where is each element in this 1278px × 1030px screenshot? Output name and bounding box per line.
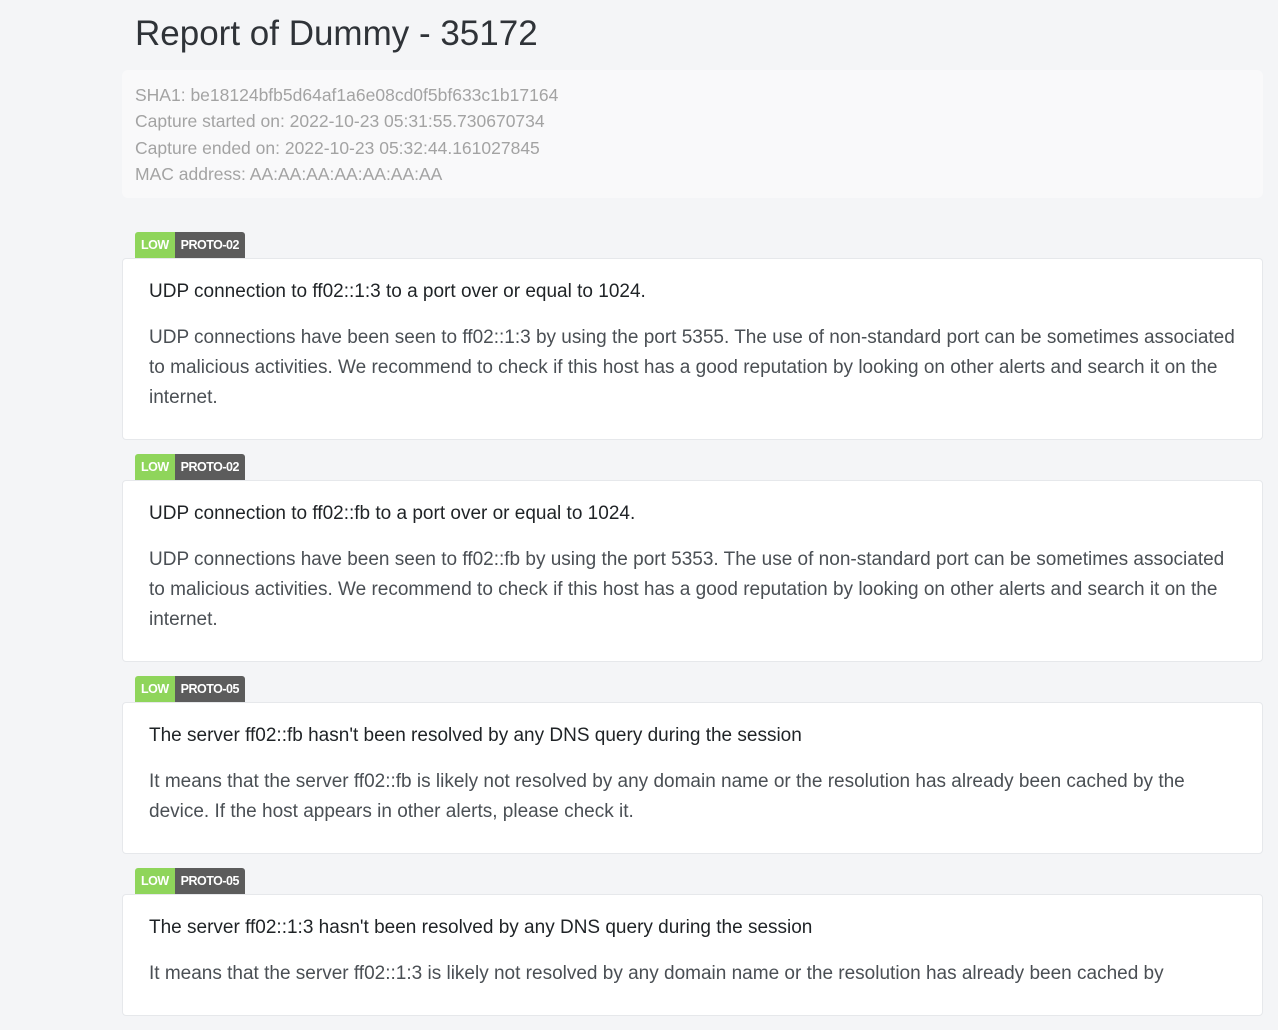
severity-badge: LOW <box>135 454 175 480</box>
capture-info-panel: SHA1: be18124bfb5d64af1a6e08cd0f5bf633c1… <box>122 70 1263 198</box>
alert-description: It means that the server ff02::fb is lik… <box>149 771 1185 822</box>
alert-id-badge: PROTO-02 <box>174 454 245 480</box>
alert-id-badge: PROTO-05 <box>174 676 245 702</box>
alert-description: UDP connections have been seen to ff02::… <box>149 549 1225 630</box>
alert-card: The server ff02::1:3 hasn't been resolve… <box>122 894 1263 1016</box>
alert-title: The server ff02::fb hasn't been resolved… <box>149 725 802 746</box>
severity-badge: LOW <box>135 868 175 894</box>
alert-item: LOW PROTO-05 The server ff02::1:3 hasn't … <box>122 868 1263 1016</box>
alert-item: LOW PROTO-02 UDP connection to ff02::fb t… <box>122 454 1263 662</box>
severity-badge: LOW <box>135 676 175 702</box>
sha1-text: SHA1: be18124bfb5d64af1a6e08cd0f5bf633c1… <box>135 85 559 105</box>
alerts-list: LOW PROTO-02 UDP connection to ff02::1:3 … <box>122 232 1263 1030</box>
alert-id-badge: PROTO-05 <box>174 868 245 894</box>
alert-item: LOW PROTO-05 The server ff02::fb hasn't b… <box>122 676 1263 854</box>
alert-description: UDP connections have been seen to ff02::… <box>149 327 1235 408</box>
page-title: Report of Dummy - 35172 <box>135 14 538 53</box>
capture-ended-text: Capture ended on: 2022-10-23 05:32:44.16… <box>135 137 540 158</box>
alert-description: It means that the server ff02::1:3 is li… <box>149 963 1164 984</box>
alert-card: The server ff02::fb hasn't been resolved… <box>122 702 1263 854</box>
alert-card: UDP connection to ff02::1:3 to a port ov… <box>122 258 1263 440</box>
alert-item: LOW PROTO-02 UDP connection to ff02::1:3 … <box>122 232 1263 440</box>
alert-id-badge: PROTO-02 <box>174 232 245 258</box>
alert-title: The server ff02::1:3 hasn't been resolve… <box>149 917 813 938</box>
alert-card: UDP connection to ff02::fb to a port ove… <box>122 480 1263 662</box>
alert-title: UDP connection to ff02::1:3 to a port ov… <box>149 281 646 302</box>
mac-address-text: MAC address: AA:AA:AA:AA:AA:AA:AA <box>135 163 443 184</box>
capture-started-text: Capture started on: 2022-10-23 05:31:55.… <box>135 111 545 132</box>
severity-badge: LOW <box>135 232 175 258</box>
alert-title: UDP connection to ff02::fb to a port ove… <box>149 503 636 524</box>
